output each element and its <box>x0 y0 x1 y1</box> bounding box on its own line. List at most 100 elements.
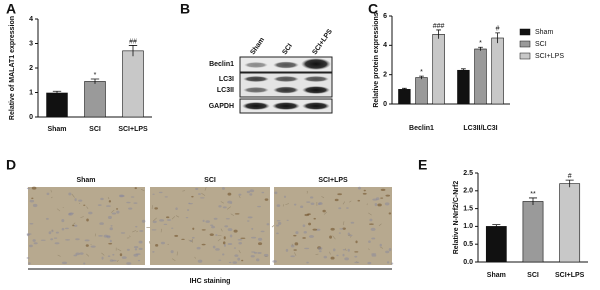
cell <box>141 219 146 223</box>
cell <box>357 186 361 190</box>
cell <box>201 243 206 246</box>
cell <box>380 197 384 199</box>
fiber <box>188 239 193 242</box>
fiber <box>116 259 119 262</box>
row-label: GAPDH <box>209 103 234 110</box>
cell <box>233 229 238 233</box>
cell <box>247 216 253 219</box>
cell <box>134 187 137 190</box>
cell <box>303 230 307 234</box>
cell <box>342 249 346 251</box>
cell <box>363 189 366 192</box>
cell <box>109 239 112 243</box>
cell <box>249 193 253 196</box>
significance-label: # <box>496 26 500 33</box>
cell <box>227 228 233 232</box>
cell <box>241 259 244 262</box>
cell <box>164 196 168 198</box>
cell <box>234 213 240 215</box>
cell <box>126 248 130 251</box>
band <box>301 58 331 70</box>
cell <box>74 198 77 202</box>
cell <box>230 202 233 204</box>
cell <box>264 198 269 201</box>
cell <box>120 232 126 234</box>
fiber <box>57 254 61 257</box>
fiber <box>294 252 297 256</box>
cell <box>165 216 170 219</box>
cell <box>322 209 326 213</box>
fiber <box>321 196 325 199</box>
lane-label: SCI+LPS <box>311 28 334 56</box>
panel-letter: A <box>6 1 16 17</box>
legend-swatch <box>519 52 531 60</box>
error-bar <box>436 29 441 39</box>
cell <box>108 243 113 245</box>
x-tick-label: Sham <box>487 272 506 279</box>
cell <box>61 227 65 231</box>
cell <box>290 255 295 258</box>
cell <box>261 191 265 194</box>
cell <box>55 231 59 234</box>
cell <box>354 255 358 258</box>
cell <box>293 249 297 251</box>
cell <box>205 220 210 223</box>
lane-label: Sham <box>249 37 266 57</box>
cell <box>103 234 108 238</box>
cell <box>107 215 112 220</box>
cell <box>374 203 378 207</box>
fiber <box>171 258 176 261</box>
cell <box>160 241 166 245</box>
cell <box>79 252 84 255</box>
fiber <box>56 208 61 212</box>
cell <box>285 248 289 252</box>
fiber <box>291 243 294 247</box>
cell <box>337 193 342 196</box>
cell <box>32 239 36 242</box>
cell <box>318 202 323 205</box>
cell <box>73 254 78 257</box>
y-tick-label: 0.0 <box>463 259 473 266</box>
y-axis-label: Relative N-Nrf2/C-Nrf2 <box>453 181 460 255</box>
cell <box>224 225 229 228</box>
y-tick-label: 2.0 <box>463 188 473 195</box>
fiber <box>368 248 370 251</box>
cell <box>218 205 222 208</box>
cell <box>388 212 392 215</box>
cell <box>138 247 143 251</box>
band <box>242 102 270 110</box>
cell <box>98 235 103 237</box>
cell <box>237 257 241 261</box>
cell <box>218 259 222 261</box>
cell <box>283 195 287 198</box>
fiber <box>86 253 90 257</box>
x-tick-label: SCI <box>527 272 539 279</box>
cell <box>50 238 54 241</box>
legend-swatch <box>519 40 531 48</box>
fiber <box>94 233 96 237</box>
cell <box>53 237 58 239</box>
cell <box>362 192 367 195</box>
cell <box>185 217 189 219</box>
cell <box>277 221 282 226</box>
panel-letter: E <box>418 157 427 173</box>
cell <box>386 261 390 264</box>
cell <box>202 219 205 223</box>
cell <box>222 241 226 245</box>
cell <box>111 212 117 215</box>
fiber <box>160 228 163 233</box>
fiber <box>238 249 241 254</box>
band <box>273 76 299 82</box>
band <box>302 86 330 94</box>
cell <box>369 218 373 222</box>
cell <box>65 239 70 241</box>
cell <box>233 247 236 249</box>
cell <box>171 227 174 229</box>
cell <box>28 262 31 265</box>
x-tick-label: Beclin1 <box>409 125 434 132</box>
cell <box>338 232 341 234</box>
row-label: LC3I <box>219 76 234 83</box>
error-bar <box>565 179 574 188</box>
fiber <box>238 195 241 199</box>
